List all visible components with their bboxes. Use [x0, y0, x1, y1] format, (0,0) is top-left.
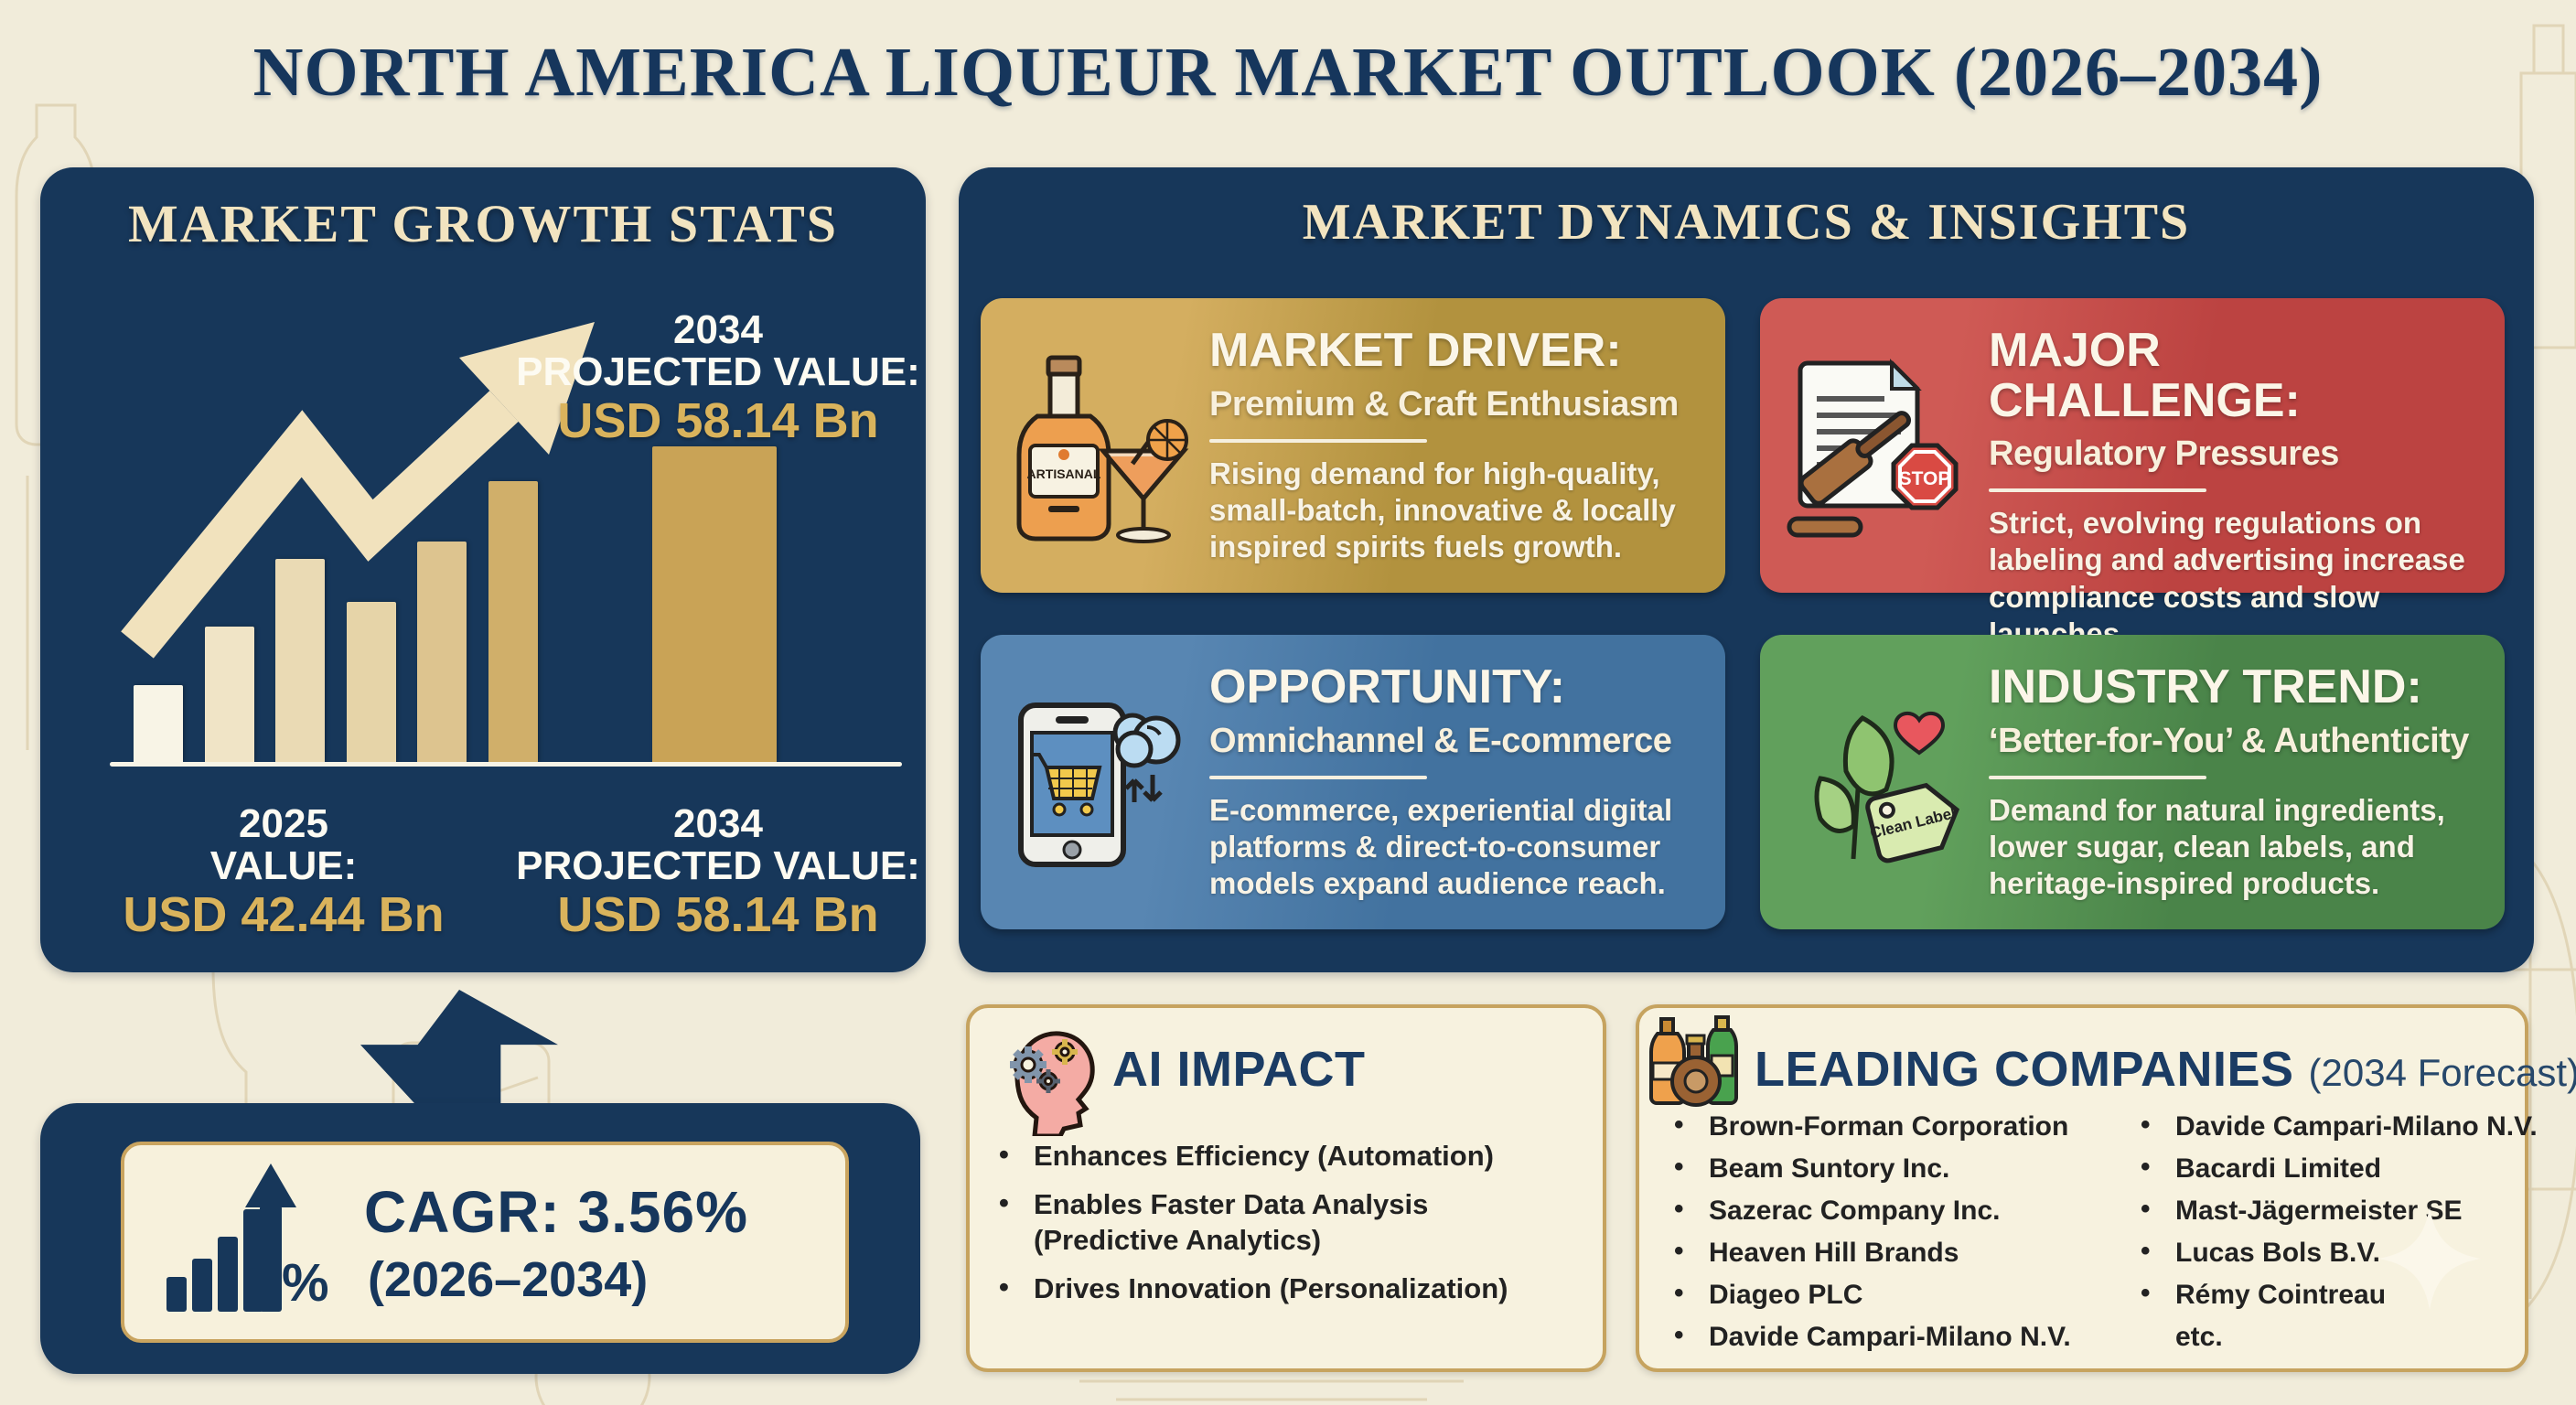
axis-2034-year: 2034	[673, 801, 763, 846]
chart-bar	[417, 542, 467, 762]
growth-panel-heading: MARKET GROWTH STATS	[127, 194, 839, 253]
card-subtitle: Regulatory Pressures	[1989, 434, 2339, 474]
card-divider	[1989, 488, 2206, 493]
list-item: Drives Innovation (Personalization)	[993, 1269, 1570, 1306]
list-item: Diageo PLC	[1669, 1277, 2144, 1312]
card-industry-trend: Clean Label INDUSTRY TREND: ‘Better-for-…	[1760, 635, 2505, 929]
bar-chart-baseline	[110, 762, 902, 767]
axis-2034-label: PROJECTED VALUE:	[516, 843, 920, 888]
leading-companies-box: LEADING COMPANIES (2034 Forecast) Brown-F…	[1636, 1004, 2576, 1372]
card-subtitle: Premium & Craft Enthusiasm	[1209, 384, 1679, 424]
leading-companies-title: LEADING COMPANIES	[1755, 1042, 2294, 1097]
card-divider	[1209, 775, 1427, 779]
ai-impact-bullet-list: Enhances Efficiency (Automation) Enables …	[993, 1136, 1570, 1319]
axis-2025-label: VALUE:	[209, 843, 358, 888]
card-title: MAJOR CHALLENGE:	[1989, 324, 2301, 427]
market-growth-panel: MARKET GROWTH STATS 2034 PROJECTED VALUE…	[40, 167, 926, 972]
card-body: Rising demand for high-quality, small-ba…	[1209, 456, 1676, 564]
axis-label-2034: 2034 PROJECTED VALUE: USD 58.14 Bn	[489, 801, 947, 943]
cagr-period: (2026–2034)	[368, 1252, 649, 1307]
cagr-box: % CAGR: 3.56% (2026–2034)	[40, 1103, 920, 1374]
chart-bar	[275, 559, 325, 762]
stop-sign-text: STOP	[1899, 468, 1951, 489]
cagr-inner-box: % CAGR: 3.56% (2026–2034)	[121, 1142, 849, 1343]
list-item: Enhances Efficiency (Automation)	[993, 1136, 1570, 1174]
axis-2025-value: USD 42.44 Bn	[123, 887, 445, 942]
axis-2034-value: USD 58.14 Bn	[557, 887, 879, 942]
list-item: Davide Campari-Milano N.V.	[2135, 1109, 2538, 1143]
list-item: Heaven Hill Brands	[1669, 1235, 2144, 1270]
list-item: Rémy Cointreau	[2135, 1277, 2519, 1312]
list-item: Sazerac Company Inc.	[1669, 1193, 2144, 1228]
card-major-challenge: STOP MAJOR CHALLENGE: Regulatory Pressur…	[1760, 298, 2505, 650]
artisanal-label-text: ARTISANAL	[1027, 467, 1101, 481]
list-item: Mast-Jägermeister SE	[2135, 1193, 2519, 1228]
card-title: OPPORTUNITY:	[1209, 660, 1566, 713]
ai-impact-box: AI IMPACT Enhances Efficiency (Automatio…	[966, 1004, 1606, 1372]
sparkle-icon	[2378, 1207, 2481, 1310]
axis-label-2025: 2025 VALUE: USD 42.44 Bn	[55, 801, 512, 943]
chart-bar	[488, 481, 538, 762]
card-title: MARKET DRIVER:	[1209, 324, 1622, 377]
artisanal-bottle-cocktail-icon: ARTISANAL	[1016, 355, 1189, 543]
companies-column-2: Davide Campari-Milano N.V. Bacardi Limite…	[2135, 1109, 2538, 1363]
card-body: E-commerce, experiential digital platfor…	[1209, 792, 1673, 901]
list-item: Enables Faster Data Analysis (Predictive…	[993, 1185, 1570, 1258]
card-body: Demand for natural ingredients, lower su…	[1989, 792, 2445, 901]
card-subtitle: ‘Better-for-You’ & Authenticity	[1989, 721, 2469, 760]
list-item: Bacardi Limited	[2135, 1151, 2519, 1185]
chart-bar	[347, 602, 396, 762]
chart-bar	[134, 685, 183, 762]
ai-impact-title: AI IMPACT	[1112, 1042, 1366, 1097]
list-item: Brown-Forman Corporation	[1669, 1109, 2144, 1143]
liquor-bottles-icon	[1649, 1015, 1738, 1107]
projection-year: 2034	[673, 307, 763, 352]
list-item: Davide Campari-Milano N.V.	[1669, 1319, 2144, 1354]
projection-value: USD 58.14 Bn	[557, 393, 879, 448]
leaves-heart-clean-label-icon: Clean Label	[1814, 711, 1960, 863]
page-title: NORTH AMERICA LIQUEUR MARKET OUTLOOK (20…	[252, 34, 2324, 111]
cagr-growth-icon: %	[166, 1164, 329, 1313]
leading-companies-title-row: LEADING COMPANIES (2034 Forecast)	[1755, 1041, 2576, 1098]
trend-arrow-icon	[121, 322, 595, 659]
list-item: etc.	[2175, 1322, 2223, 1352]
card-opportunity: OPPORTUNITY: Omnichannel & E-commerce E-…	[981, 635, 1725, 929]
leading-companies-qualifier: (2034 Forecast)	[2308, 1051, 2576, 1094]
list-item: Beam Suntory Inc.	[1669, 1151, 2144, 1185]
card-body: Strict, evolving regulations on labeling…	[1989, 506, 2465, 650]
card-title: INDUSTRY TREND:	[1989, 660, 2422, 713]
projection-label: PROJECTED VALUE:	[516, 349, 920, 394]
document-gavel-stop-icon: STOP	[1787, 359, 1959, 538]
projection-callout: 2034 PROJECTED VALUE: USD 58.14 Bn	[512, 307, 924, 449]
cagr-percent-glyph: %	[282, 1253, 329, 1313]
companies-column-1: Brown-Forman Corporation Beam Suntory Inc…	[1639, 1109, 2144, 1363]
phone-cart-cloud-icon	[1018, 702, 1181, 867]
card-divider	[1209, 438, 1427, 443]
ai-head-gears-icon	[1010, 1031, 1095, 1136]
dynamics-panel-heading: MARKET DYNAMICS & INSIGHTS	[1302, 194, 2191, 251]
chart-bar	[652, 446, 777, 762]
chart-bar	[205, 627, 254, 762]
card-subtitle: Omnichannel & E-commerce	[1209, 721, 1672, 760]
list-item: Lucas Bols B.V.	[2135, 1235, 2519, 1270]
axis-2025-year: 2025	[239, 801, 328, 846]
cagr-value: CAGR: 3.56%	[364, 1179, 748, 1245]
bar-chart	[40, 167, 926, 972]
card-divider	[1989, 775, 2206, 779]
card-market-driver: ARTISANAL MARKET DRIVER: Premium & Craft…	[981, 298, 1725, 593]
